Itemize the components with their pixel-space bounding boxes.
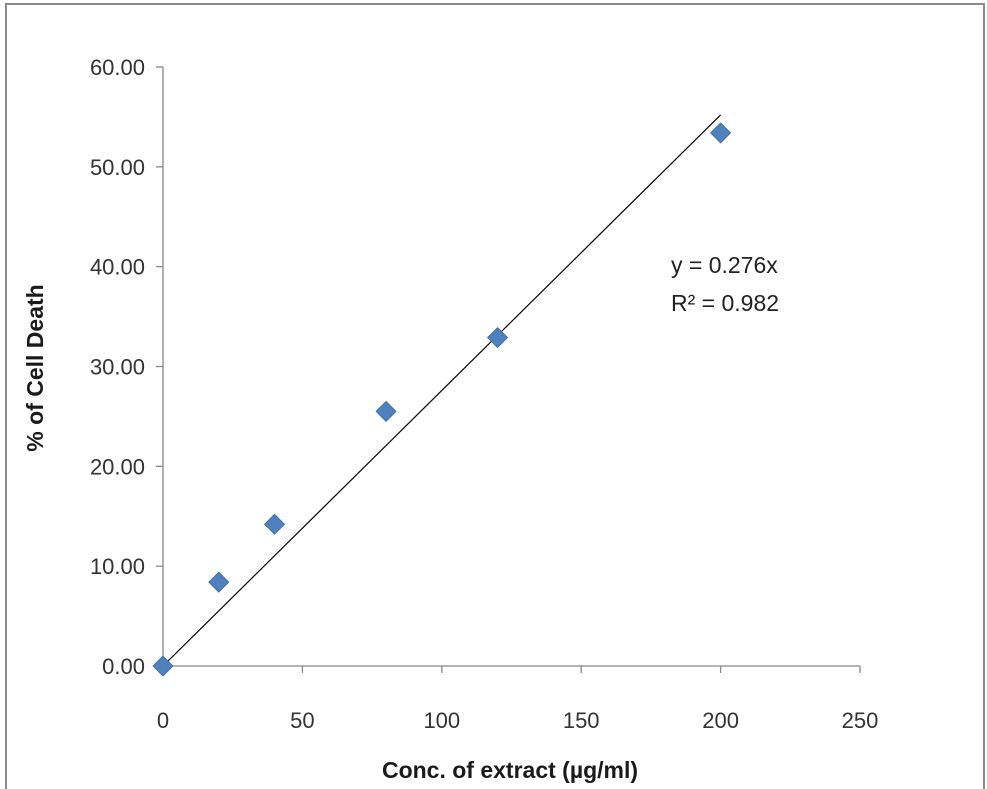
x-tick-label: 150 [563, 708, 600, 733]
y-tick-label: 40.00 [90, 255, 145, 280]
trendline-layer [162, 114, 722, 667]
y-tick-label: 30.00 [90, 355, 145, 380]
chart-border [5, 3, 985, 789]
data-point [375, 400, 397, 422]
y-tick-label: 60.00 [90, 55, 145, 80]
x-tick-label: 50 [290, 708, 314, 733]
x-axis-ticks: 0 50 100 150 200 250 [157, 666, 878, 733]
y-tick-label: 20.00 [90, 454, 145, 479]
r-squared-label: R² = 0.982 [671, 290, 779, 316]
y-axis-title: % of Cell Death [22, 284, 48, 451]
x-tick-label: 100 [423, 708, 460, 733]
data-point [152, 655, 174, 677]
x-tick-label: 250 [842, 708, 879, 733]
data-points [152, 122, 732, 677]
data-point [263, 513, 286, 535]
y-axis-ticks: 0.00 10.00 20.00 30.00 40.00 50.00 60.00 [90, 55, 163, 679]
data-point [486, 326, 509, 349]
linear-trendline [162, 114, 722, 667]
data-point [208, 571, 230, 593]
equation-label: y = 0.276x [671, 252, 778, 278]
x-tick-label: 0 [157, 708, 169, 733]
plot-area: 0.00 10.00 20.00 30.00 40.00 50.00 60.00 0 50 10… [90, 55, 878, 733]
x-axis-title: Conc. of extract (µg/ml) [382, 757, 638, 783]
y-tick-label: 50.00 [90, 155, 145, 180]
y-tick-label: 0.00 [102, 654, 145, 679]
x-tick-label: 200 [702, 708, 739, 733]
y-tick-label: 10.00 [90, 554, 145, 579]
data-point [710, 122, 732, 144]
